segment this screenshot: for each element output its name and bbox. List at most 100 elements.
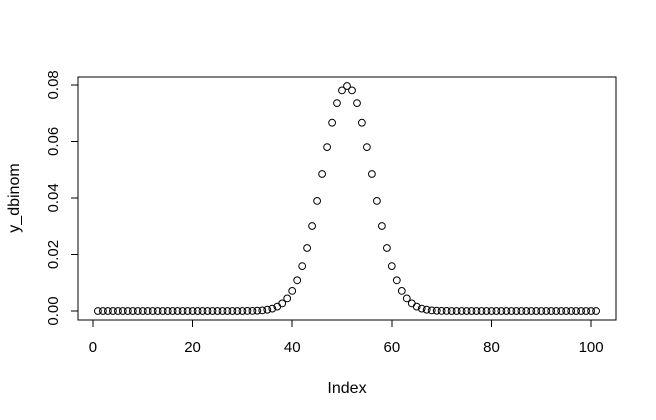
data-point [452, 307, 461, 315]
data-point [313, 197, 322, 205]
data-point [532, 307, 541, 315]
data-point [213, 307, 222, 315]
data-point [547, 307, 556, 315]
x-tick-label: 100 [579, 339, 604, 356]
data-point [557, 307, 566, 315]
data-point [427, 306, 436, 315]
data-point [407, 299, 416, 308]
data-point [109, 307, 117, 315]
data-point [383, 244, 391, 252]
data-point [592, 307, 600, 315]
data-point [587, 307, 595, 315]
y-tick-label: 0.08 [45, 70, 62, 99]
data-point [198, 307, 207, 315]
data-point [253, 306, 262, 315]
data-point [138, 307, 147, 315]
data-point [278, 299, 287, 308]
data-point [193, 307, 202, 315]
data-point [527, 307, 536, 315]
x-tick-label: 40 [284, 339, 301, 356]
data-point [178, 307, 187, 315]
x-tick-label: 0 [89, 339, 97, 356]
data-point [492, 307, 501, 315]
data-point [432, 306, 441, 315]
data-point [133, 307, 142, 315]
data-point [248, 307, 257, 315]
data-point [477, 307, 486, 315]
data-point [368, 170, 376, 178]
data-point [118, 307, 127, 315]
data-point [263, 305, 272, 314]
data-point [582, 307, 590, 315]
data-point [422, 305, 431, 314]
data-point [467, 307, 476, 315]
data-point [378, 222, 386, 230]
data-point [358, 118, 366, 127]
x-tick-label: 80 [483, 339, 500, 356]
data-point [298, 262, 307, 271]
data-point [158, 307, 167, 315]
data-point [442, 307, 451, 315]
data-point [417, 304, 426, 313]
data-point [153, 307, 162, 315]
data-point [502, 307, 511, 315]
data-point [348, 86, 356, 95]
data-point [328, 118, 337, 127]
data-point [218, 307, 227, 315]
data-point [487, 307, 496, 315]
data-point [437, 307, 446, 315]
data-point [283, 294, 292, 303]
data-point [542, 307, 551, 315]
data-point [577, 307, 585, 315]
data-point [268, 304, 277, 313]
data-point [562, 307, 571, 315]
data-point [288, 287, 297, 295]
data-point [233, 307, 242, 315]
data-point [482, 307, 491, 315]
data-point [457, 307, 466, 315]
data-point [318, 170, 327, 178]
data-point [517, 307, 526, 315]
data-point [99, 307, 107, 315]
x-tick-label: 60 [383, 339, 400, 356]
data-point [522, 307, 531, 315]
data-point [397, 287, 406, 295]
data-point [258, 306, 267, 315]
data-point [402, 294, 411, 303]
y-tick-label: 0.00 [45, 296, 62, 325]
data-point [168, 307, 177, 315]
data-point [183, 307, 192, 315]
data-point [333, 99, 341, 107]
y-tick-label: 0.04 [45, 183, 62, 212]
data-point [123, 307, 132, 315]
data-point [512, 307, 521, 315]
data-point [552, 307, 561, 315]
data-point [497, 307, 506, 315]
data-point [462, 307, 471, 315]
data-point [208, 307, 217, 315]
x-tick-label: 20 [184, 339, 201, 356]
plot-content: 0 20 40 60 80 100 0.00 0.02 0.04 0.06 0.08 [45, 70, 617, 356]
data-point [412, 302, 421, 311]
data-point [188, 307, 197, 315]
data-point [537, 307, 546, 315]
data-point [567, 307, 576, 315]
y-tick-label: 0.02 [45, 240, 62, 269]
data-point [363, 143, 371, 152]
data-point [303, 244, 312, 252]
data-point [243, 307, 252, 315]
data-point [94, 307, 102, 315]
data-point [392, 276, 401, 285]
data-point [203, 307, 212, 315]
data-point [572, 307, 580, 315]
data-point [353, 99, 361, 107]
data-point [173, 307, 182, 315]
data-point [338, 86, 346, 95]
data-point [507, 307, 516, 315]
data-point [373, 197, 381, 205]
data-point [143, 307, 152, 315]
x-axis-label: Index [327, 380, 366, 397]
data-point [308, 222, 317, 230]
data-point [343, 82, 351, 90]
